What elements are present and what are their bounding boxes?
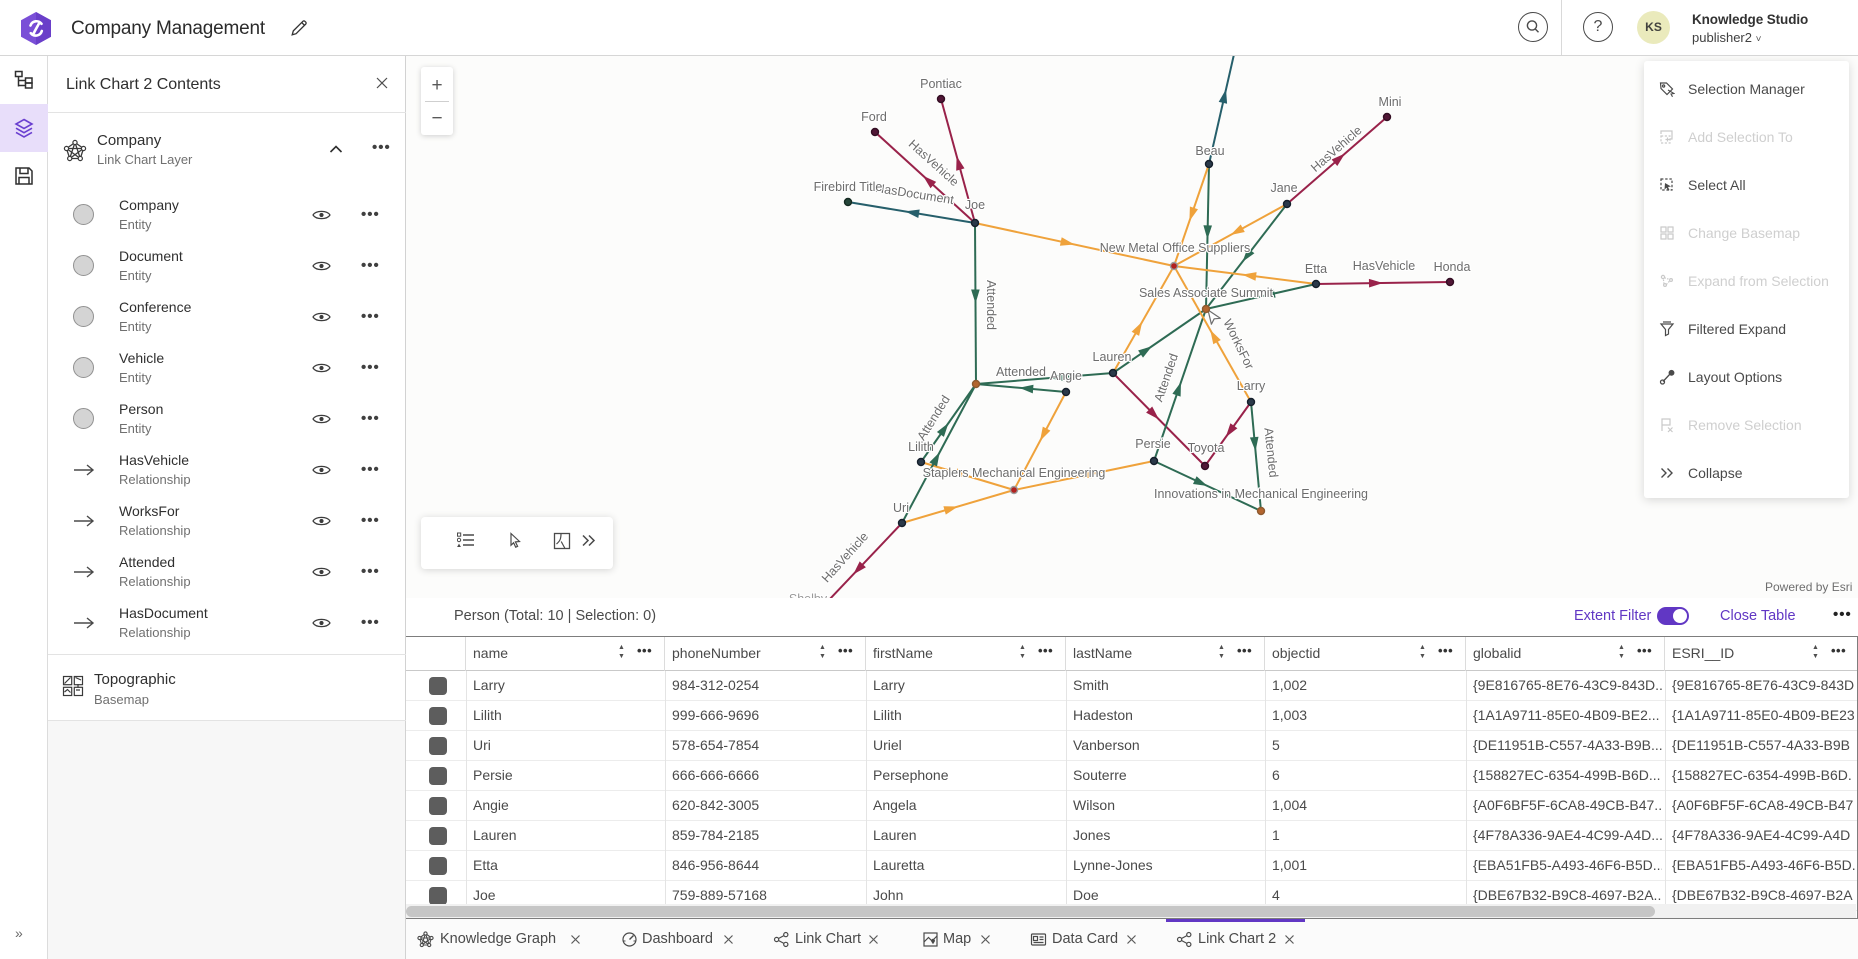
svg-text:Toyota: Toyota (1188, 441, 1225, 455)
svg-text:Persie: Persie (1135, 437, 1170, 451)
svg-text:Innovations in Mechanical Engi: Innovations in Mechanical Engineering (1154, 487, 1368, 501)
svg-text:Ford: Ford (861, 110, 887, 124)
svg-text:HasVehicle: HasVehicle (819, 529, 871, 585)
svg-text:Joe: Joe (965, 198, 985, 212)
svg-text:Mini: Mini (1379, 95, 1402, 109)
svg-text:Larry: Larry (1237, 379, 1266, 393)
svg-text:Attended: Attended (996, 365, 1046, 379)
svg-text:Honda: Honda (1434, 260, 1471, 274)
svg-text:Jane: Jane (1270, 181, 1297, 195)
svg-text:Etta: Etta (1305, 262, 1327, 276)
svg-text:HasDocument: HasDocument (874, 181, 955, 207)
svg-text:HasVehicle: HasVehicle (1308, 123, 1364, 175)
svg-text:Angie: Angie (1050, 369, 1082, 383)
svg-text:Lilith: Lilith (908, 440, 934, 454)
svg-text:Attended: Attended (984, 280, 998, 330)
svg-text:Attended: Attended (1261, 427, 1280, 478)
svg-text:Attended: Attended (914, 393, 952, 443)
svg-text:Pontiac: Pontiac (920, 77, 962, 91)
svg-text:Uri: Uri (893, 501, 909, 515)
svg-text:Beau: Beau (1195, 144, 1224, 158)
svg-text:New Metal Office Suppliers: New Metal Office Suppliers (1100, 241, 1251, 255)
svg-text:Sales Associate Summit: Sales Associate Summit (1139, 286, 1274, 300)
svg-text:Lauren: Lauren (1093, 350, 1132, 364)
svg-text:WorksFor: WorksFor (1220, 317, 1256, 372)
svg-text:HasVehicle: HasVehicle (1353, 259, 1416, 273)
svg-text:Firebird Title: Firebird Title (814, 180, 883, 194)
svg-text:Staplers Mechanical Engineerin: Staplers Mechanical Engineering (923, 466, 1106, 480)
svg-text:Shelby: Shelby (789, 592, 828, 598)
